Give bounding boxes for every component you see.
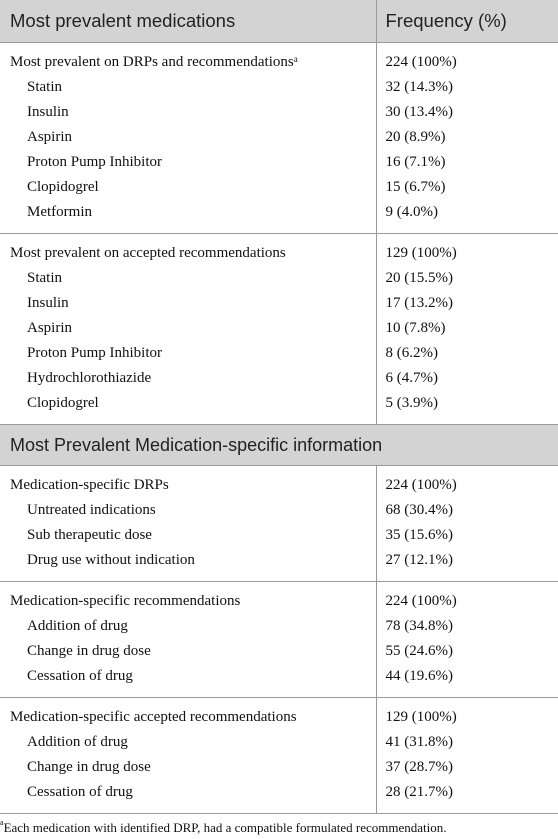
- group-total: 129 (100%): [375, 697, 558, 730]
- table-row: Insulin 30 (13.4%): [0, 100, 558, 125]
- group-header-row: Most prevalent on accepted recommendatio…: [0, 233, 558, 267]
- item-label: Insulin: [27, 104, 69, 120]
- item-label: Aspirin: [27, 320, 72, 336]
- table-row: Aspirin 10 (7.8%): [0, 316, 558, 341]
- item-label: Aspirin: [27, 129, 72, 145]
- item-frequency: 20 (8.9%): [375, 125, 558, 150]
- table-row: Addition of drug 78 (34.8%): [0, 614, 558, 639]
- group-label: Most prevalent on accepted recommendatio…: [0, 234, 376, 267]
- table-body-medication-specific: Medication-specific DRPs 224 (100%) Untrea…: [0, 465, 558, 814]
- table-row: Cessation of drug 28 (21.7%): [0, 780, 558, 814]
- table-row: Addition of drug 41 (31.8%): [0, 730, 558, 755]
- item-frequency: 35 (15.6%): [375, 523, 558, 548]
- table-row: Aspirin 20 (8.9%): [0, 125, 558, 150]
- item-frequency: 37 (28.7%): [375, 755, 558, 780]
- item-label: Clopidogrel: [27, 395, 99, 411]
- group-total: 224 (100%): [375, 465, 558, 498]
- item-label: Sub therapeutic dose: [27, 527, 152, 543]
- item-label: Change in drug dose: [27, 759, 151, 775]
- item-label: Metformin: [0, 200, 376, 234]
- group-label: Medication-specific accepted recommendat…: [0, 698, 376, 731]
- table-footnote: aEach medication with identified DRP, ha…: [0, 818, 558, 836]
- item-label: Hydrochlorothiazide: [27, 370, 152, 386]
- table-row: Sub therapeutic dose 35 (15.6%): [0, 523, 558, 548]
- table-row: Insulin 17 (13.2%): [0, 291, 558, 316]
- group-label-text: Medication-specific accepted recommendat…: [10, 709, 297, 725]
- table-row: Cessation of drug 44 (19.6%): [0, 664, 558, 698]
- table-header-row: Most prevalent medications Frequency (%): [0, 0, 558, 43]
- item-label: Insulin: [27, 295, 69, 311]
- table-row: Proton Pump Inhibitor 16 (7.1%): [0, 150, 558, 175]
- item-frequency: 8 (6.2%): [375, 341, 558, 366]
- item-label: Statin: [27, 270, 63, 286]
- item-frequency: 41 (31.8%): [375, 730, 558, 755]
- group-label-text: Most prevalent on DRPs and recommendatio…: [10, 54, 294, 70]
- group-header-row: Medication-specific DRPs 224 (100%): [0, 465, 558, 499]
- section-title: Most Prevalent Medication-specific infor…: [0, 424, 558, 466]
- item-frequency: 20 (15.5%): [375, 266, 558, 291]
- table-row: Clopidogrel 15 (6.7%): [0, 175, 558, 200]
- item-label: Addition of drug: [27, 618, 128, 634]
- column-header-medications: Most prevalent medications: [0, 0, 376, 43]
- group-header-row: Most prevalent on DRPs and recommendatio…: [0, 42, 558, 76]
- section-header-row: Most Prevalent Medication-specific infor…: [0, 424, 558, 466]
- item-label: Untreated indications: [27, 502, 156, 518]
- item-frequency: 30 (13.4%): [375, 100, 558, 125]
- item-frequency: 68 (30.4%): [375, 498, 558, 523]
- item-frequency: 32 (14.3%): [375, 75, 558, 100]
- item-label: Proton Pump Inhibitor: [27, 154, 163, 170]
- item-frequency: 9 (4.0%): [375, 200, 558, 234]
- table-row: Statin 32 (14.3%): [0, 75, 558, 100]
- item-frequency: 6 (4.7%): [375, 366, 558, 391]
- table-row: Change in drug dose 37 (28.7%): [0, 755, 558, 780]
- footnote-marker: a: [0, 818, 4, 827]
- group-label-text: Most prevalent on accepted recommendatio…: [10, 245, 286, 261]
- medications-table: Most prevalent medications Frequency (%)…: [0, 0, 558, 814]
- item-frequency: 55 (24.6%): [375, 639, 558, 664]
- group-total: 224 (100%): [375, 42, 558, 75]
- item-frequency: 27 (12.1%): [375, 548, 558, 582]
- group-label: Most prevalent on DRPs and recommendatio…: [0, 43, 376, 76]
- table-row: Change in drug dose 55 (24.6%): [0, 639, 558, 664]
- item-frequency: 10 (7.8%): [375, 316, 558, 341]
- item-frequency: 5 (3.9%): [375, 391, 558, 425]
- footnote-text: Each medication with identified DRP, had…: [3, 820, 447, 835]
- table-row: Metformin 9 (4.0%): [0, 200, 558, 234]
- item-label: Drug use without indication: [0, 548, 376, 582]
- group-label-text: Medication-specific recommendations: [10, 593, 241, 609]
- table-body-prevalent: Most prevalent on DRPs and recommendatio…: [0, 42, 558, 425]
- item-label: Proton Pump Inhibitor: [27, 345, 163, 361]
- table-row: Untreated indications 68 (30.4%): [0, 498, 558, 523]
- item-frequency: 17 (13.2%): [375, 291, 558, 316]
- column-header-frequency: Frequency (%): [375, 0, 558, 43]
- item-frequency: 16 (7.1%): [375, 150, 558, 175]
- group-label: Medication-specific DRPs: [0, 466, 376, 499]
- item-label: Cessation of drug: [0, 780, 376, 814]
- group-label: Medication-specific recommendations: [0, 582, 376, 615]
- group-header-row: Medication-specific recommendations 224 (…: [0, 581, 558, 615]
- medications-table-container: Most prevalent medications Frequency (%)…: [0, 0, 558, 814]
- table-row: Statin 20 (15.5%): [0, 266, 558, 291]
- footnote-marker: a: [293, 54, 298, 64]
- group-total: 129 (100%): [375, 233, 558, 266]
- item-frequency: 28 (21.7%): [375, 780, 558, 814]
- table-row: Proton Pump Inhibitor 8 (6.2%): [0, 341, 558, 366]
- table-row: Drug use without indication 27 (12.1%): [0, 548, 558, 582]
- item-label: Addition of drug: [27, 734, 128, 750]
- group-header-row: Medication-specific accepted recommendat…: [0, 697, 558, 731]
- item-label: Clopidogrel: [27, 179, 99, 195]
- item-label: Change in drug dose: [27, 643, 151, 659]
- item-frequency: 78 (34.8%): [375, 614, 558, 639]
- table-row: Clopidogrel 5 (3.9%): [0, 391, 558, 425]
- group-label-text: Medication-specific DRPs: [10, 477, 169, 493]
- item-label: Cessation of drug: [0, 664, 376, 698]
- group-total: 224 (100%): [375, 581, 558, 614]
- table-row: Hydrochlorothiazide 6 (4.7%): [0, 366, 558, 391]
- item-label: Statin: [27, 79, 63, 95]
- item-frequency: 15 (6.7%): [375, 175, 558, 200]
- item-frequency: 44 (19.6%): [375, 664, 558, 698]
